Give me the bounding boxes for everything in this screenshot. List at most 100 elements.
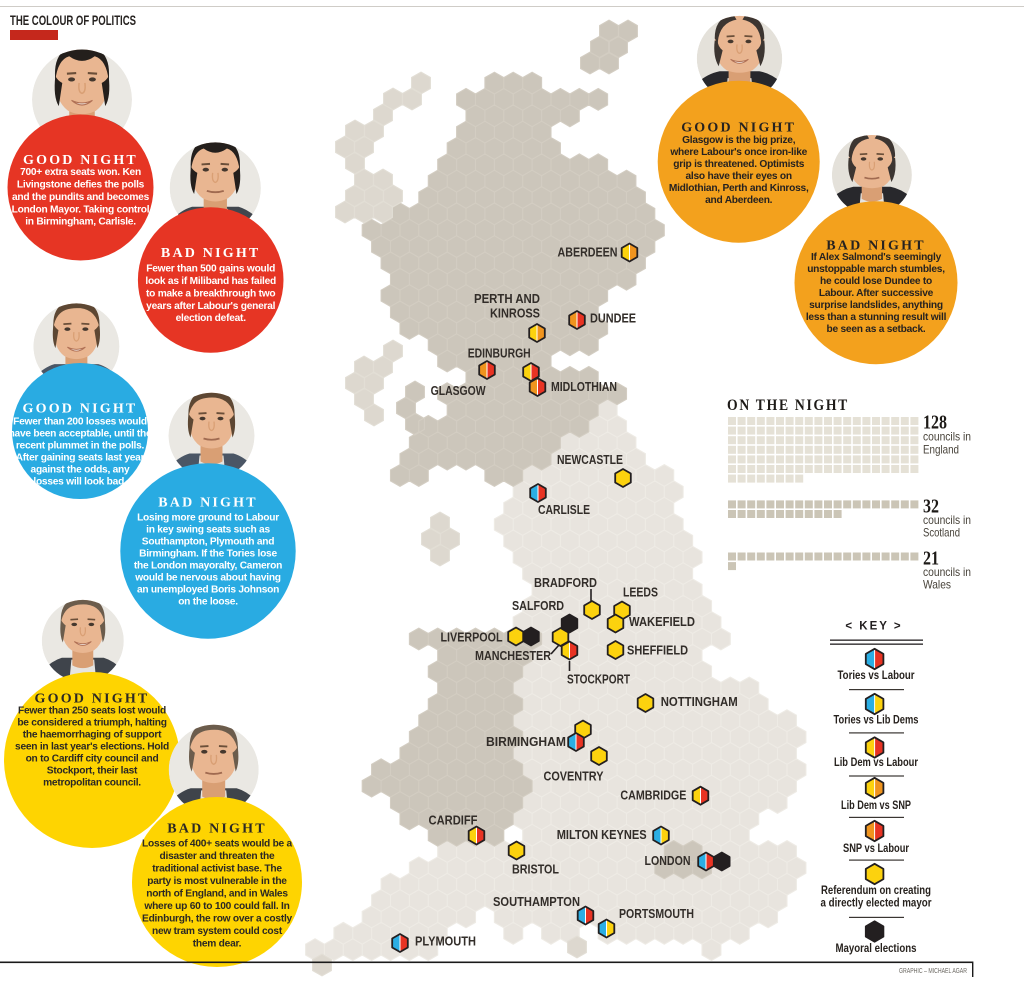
svg-text:700+ extra seats won. Ken: 700+ extra seats won. Ken — [20, 167, 141, 178]
svg-text:ON THE NIGHT: ON THE NIGHT — [727, 397, 849, 414]
svg-text:look as if Miliband has failed: look as if Miliband has failed — [145, 276, 276, 287]
svg-text:LEEDS: LEEDS — [623, 586, 658, 600]
svg-text:and the pundits and becomes: and the pundits and becomes — [12, 192, 150, 203]
svg-text:also have their eyes on: also have their eyes on — [686, 171, 792, 182]
svg-text:CARDIFF: CARDIFF — [429, 814, 478, 828]
svg-text:BAD NIGHT: BAD NIGHT — [158, 496, 258, 511]
svg-text:WAKEFIELD: WAKEFIELD — [629, 615, 695, 629]
svg-text:NEWCASTLE: NEWCASTLE — [557, 453, 623, 467]
svg-text:councils in: councils in — [923, 430, 971, 444]
svg-text:32: 32 — [923, 496, 939, 518]
svg-text:Tories vs Labour: Tories vs Labour — [838, 668, 915, 682]
svg-text:Referendum on creating: Referendum on creating — [821, 883, 931, 897]
svg-text:Livingstone defies the polls: Livingstone defies the polls — [17, 180, 145, 191]
svg-text:the haemorrhaging of support: the haemorrhaging of support — [23, 730, 162, 741]
svg-text:Wales: Wales — [923, 578, 951, 592]
svg-text:would be nervous about having: would be nervous about having — [134, 573, 281, 584]
svg-text:and Aberdeen.: and Aberdeen. — [705, 195, 773, 206]
svg-text:EDINBURGH: EDINBURGH — [468, 347, 531, 361]
svg-text:on the loose.: on the loose. — [178, 597, 238, 608]
svg-text:THE COLOUR OF POLITICS: THE COLOUR OF POLITICS — [10, 12, 136, 28]
svg-text:CARLISLE: CARLISLE — [538, 503, 590, 517]
svg-text:After gaining seats last year: After gaining seats last year — [16, 453, 145, 464]
svg-text:GOOD NIGHT: GOOD NIGHT — [681, 121, 796, 136]
svg-text:councils in: councils in — [923, 565, 971, 579]
svg-text:Lib Dem vs SNP: Lib Dem vs SNP — [841, 798, 911, 812]
svg-text:GLASGOW: GLASGOW — [431, 384, 486, 398]
svg-text:CAMBRIDGE: CAMBRIDGE — [620, 789, 686, 803]
svg-text:PERTH AND: PERTH AND — [474, 292, 540, 306]
svg-text:metropolitan council.: metropolitan council. — [43, 778, 141, 789]
svg-text:Fewer than 250 seats lost woul: Fewer than 250 seats lost would — [18, 706, 166, 717]
svg-text:party is most vulnerable in th: party is most vulnerable in the — [147, 876, 287, 887]
svg-text:SALFORD: SALFORD — [512, 599, 564, 613]
svg-text:less than a stunning result wi: less than a stunning result will — [806, 312, 947, 323]
svg-text:against the odds, any: against the odds, any — [31, 465, 130, 476]
svg-text:unstoppable march stumbles,: unstoppable march stumbles, — [807, 264, 945, 275]
svg-text:Edinburgh, the row over a cost: Edinburgh, the row over a costly — [142, 914, 293, 925]
svg-text:GOOD NIGHT: GOOD NIGHT — [23, 402, 138, 417]
svg-text:recent plummet in the polls.: recent plummet in the polls. — [16, 441, 145, 452]
svg-text:new tram system could cost: new tram system could cost — [152, 926, 283, 937]
svg-text:DUNDEE: DUNDEE — [590, 312, 636, 326]
svg-text:traditional activist base. The: traditional activist base. The — [152, 864, 282, 875]
svg-text:PORTSMOUTH: PORTSMOUTH — [619, 907, 694, 921]
svg-text:SNP vs Labour: SNP vs Labour — [843, 841, 909, 855]
svg-text:election defeat.: election defeat. — [176, 313, 247, 324]
svg-text:Glasgow is the big prize,: Glasgow is the big prize, — [682, 135, 796, 146]
svg-text:MANCHESTER: MANCHESTER — [475, 649, 551, 663]
svg-text:England: England — [923, 443, 959, 457]
svg-text:SOUTHAMPTON: SOUTHAMPTON — [493, 895, 580, 909]
svg-text:be seen as a setback.: be seen as a setback. — [827, 324, 926, 335]
svg-text:BRADFORD: BRADFORD — [534, 576, 597, 590]
svg-text:LIVERPOOL: LIVERPOOL — [441, 631, 503, 645]
svg-text:an unemployed Boris Johnson: an unemployed Boris Johnson — [137, 585, 279, 596]
svg-text:to make a breakthrough two: to make a breakthrough two — [146, 288, 275, 299]
svg-text:KINROSS: KINROSS — [490, 307, 540, 321]
svg-text:MILTON KEYNES: MILTON KEYNES — [557, 828, 647, 842]
svg-text:Labour. After successive: Labour. After successive — [819, 288, 934, 299]
svg-text:GOOD NIGHT: GOOD NIGHT — [23, 153, 138, 168]
svg-text:north of England, and in Wales: north of England, and in Wales — [146, 889, 288, 900]
svg-text:Tories vs Lib Dems: Tories vs Lib Dems — [834, 713, 919, 727]
svg-text:Losses of 400+ seats would be: Losses of 400+ seats would be a — [142, 839, 293, 850]
svg-text:Lib Dem vs Labour: Lib Dem vs Labour — [834, 755, 918, 769]
svg-text:seen in last year's elections.: seen in last year's elections. Hold — [15, 742, 169, 753]
svg-text:GOOD NIGHT: GOOD NIGHT — [35, 691, 150, 706]
svg-text:Birmingham. If the Tories lose: Birmingham. If the Tories lose — [139, 549, 277, 560]
svg-text:21: 21 — [923, 548, 939, 570]
svg-text:where Labour's once iron-like: where Labour's once iron-like — [669, 147, 807, 158]
svg-text:London Mayor. Taking control: London Mayor. Taking control — [12, 204, 150, 215]
svg-text:he could lose Dundee to: he could lose Dundee to — [820, 276, 932, 287]
svg-text:losses will look bad.: losses will look bad. — [33, 477, 127, 488]
svg-text:ABERDEEN: ABERDEEN — [558, 246, 618, 260]
svg-text:in Birmingham, Carlisle.: in Birmingham, Carlisle. — [25, 217, 136, 228]
svg-text:where up 60 to 100 could fall.: where up 60 to 100 could fall. In — [143, 901, 289, 912]
svg-text:a directly elected mayor: a directly elected mayor — [821, 896, 932, 910]
svg-text:BRISTOL: BRISTOL — [512, 863, 559, 877]
svg-text:in key swing seats such as: in key swing seats such as — [146, 525, 270, 536]
svg-text:on to Cardiff city council and: on to Cardiff city council and — [26, 754, 159, 765]
svg-text:STOCKPORT: STOCKPORT — [567, 673, 630, 687]
svg-text:PLYMOUTH: PLYMOUTH — [415, 935, 476, 949]
svg-text:BIRMINGHAM: BIRMINGHAM — [486, 735, 566, 749]
svg-text:BAD NIGHT: BAD NIGHT — [167, 822, 267, 837]
svg-text:Midlothian, Perth and Kinross,: Midlothian, Perth and Kinross, — [669, 183, 809, 194]
svg-text:Southampton, Plymouth and: Southampton, Plymouth and — [142, 537, 274, 548]
svg-text:SHEFFIELD: SHEFFIELD — [627, 644, 688, 658]
svg-text:BAD NIGHT: BAD NIGHT — [161, 246, 261, 261]
svg-text:have been acceptable, until th: have been acceptable, until the — [9, 429, 152, 440]
svg-text:LONDON: LONDON — [645, 854, 691, 868]
svg-text:surprise landslides, anything: surprise landslides, anything — [809, 300, 943, 311]
svg-text:councils in: councils in — [923, 513, 971, 527]
svg-text:grip is threatened. Optimists: grip is threatened. Optimists — [673, 159, 804, 170]
svg-text:Stockport, their last: Stockport, their last — [47, 766, 138, 777]
svg-text:Fewer than 500 gains would: Fewer than 500 gains would — [146, 264, 275, 275]
svg-text:BAD NIGHT: BAD NIGHT — [826, 239, 926, 254]
svg-text:them dear.: them dear. — [193, 939, 242, 950]
svg-text:Mayoral elections: Mayoral elections — [836, 941, 917, 955]
svg-text:128: 128 — [923, 412, 947, 434]
svg-text:years after Labour's general: years after Labour's general — [146, 301, 275, 312]
svg-text:GRAPHIC – MICHAEL AGAR: GRAPHIC – MICHAEL AGAR — [899, 968, 967, 975]
svg-text:If Alex Salmond's seemingly: If Alex Salmond's seemingly — [811, 252, 942, 263]
